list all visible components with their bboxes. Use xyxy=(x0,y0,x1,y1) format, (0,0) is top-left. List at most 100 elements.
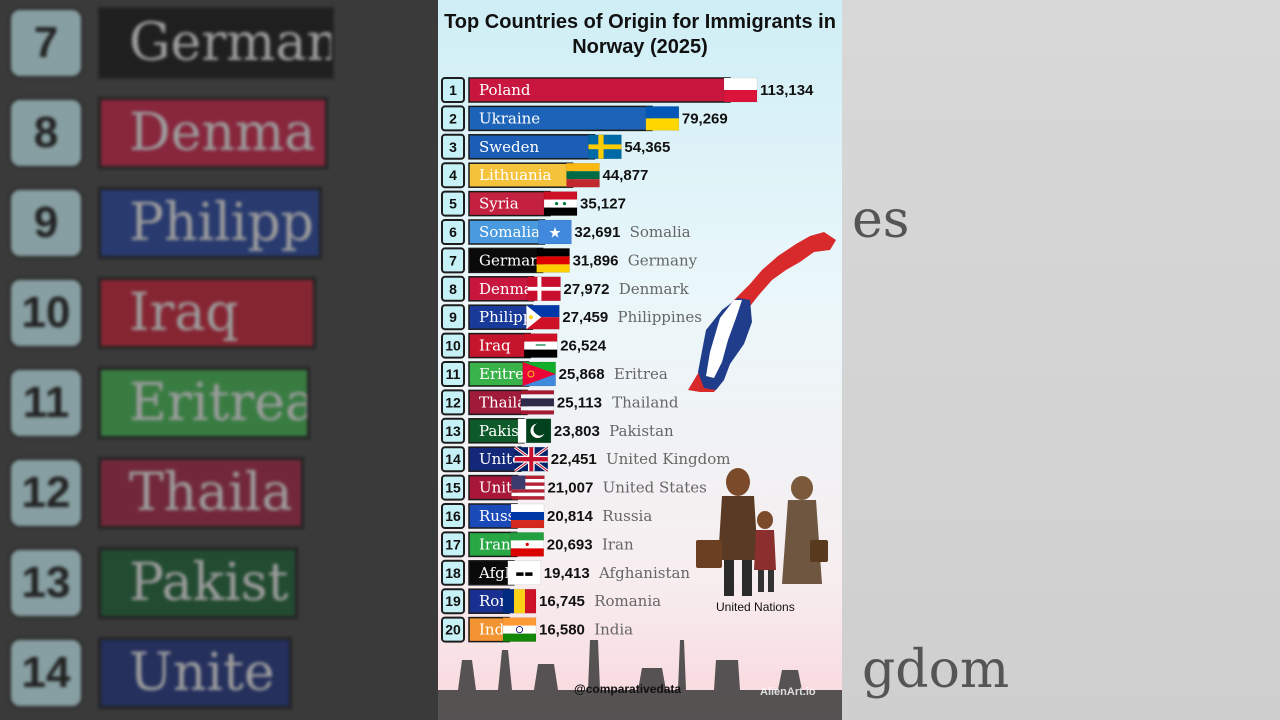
rank-badge: 16 xyxy=(441,503,465,529)
bar-row: 4 Lithuania xyxy=(441,162,600,189)
ghost-label: es xyxy=(852,190,910,250)
rank-number: 11 xyxy=(446,366,461,382)
value-label: 31,896 xyxy=(573,252,619,269)
bar xyxy=(468,247,544,274)
value-label: 32,691 xyxy=(574,224,620,241)
rank-number: 18 xyxy=(445,565,461,581)
bar-row: 12 Thaila xyxy=(441,389,555,416)
flag-pakistan-icon xyxy=(517,418,552,444)
flag-iran-icon xyxy=(510,532,544,557)
bar-row: 3 Sweden xyxy=(441,133,622,160)
rank-badge: 7 xyxy=(441,247,465,274)
value-label: 22,451 xyxy=(551,451,597,468)
bar-label: Ukraine xyxy=(479,109,540,127)
rank-badge: 11 xyxy=(441,361,465,387)
background-right: es gdom xyxy=(842,0,1280,720)
value-label: 26,524 xyxy=(560,338,607,355)
value-label: 79,269 xyxy=(682,110,728,127)
rank-number: 3 xyxy=(449,139,457,155)
country-name-label: Russia xyxy=(602,507,652,525)
rank-number: 19 xyxy=(445,593,461,609)
value-label: 35,127 xyxy=(580,196,626,213)
background-rank: 14 xyxy=(8,637,84,709)
flag-somalia-icon: ★ xyxy=(538,219,572,245)
country-name-label: Thailand xyxy=(612,393,679,411)
bar-label: Sweden xyxy=(479,138,539,156)
bar xyxy=(468,531,518,558)
flag-denmark-icon xyxy=(527,276,561,302)
country-name-label: Iran xyxy=(602,535,634,553)
bar-row: 16 Russi xyxy=(441,503,545,529)
country-name-label: Denmark xyxy=(619,280,690,298)
value-label: 16,580 xyxy=(539,622,585,639)
country-name-label: United States xyxy=(603,479,707,497)
bar-label: Iraq xyxy=(479,337,511,355)
bar xyxy=(468,418,525,444)
bar xyxy=(468,389,528,416)
background-bar: Eritrea xyxy=(98,367,310,439)
chart-title: Top Countries of Origin for Immigrants i… xyxy=(444,11,836,58)
background-row: 9 Philipp xyxy=(0,187,440,259)
value-label: 27,459 xyxy=(562,309,608,326)
bar-row: 18 Afgh ▬▬ xyxy=(441,559,542,586)
bar-label: Syria xyxy=(479,195,519,213)
watermark: AlienArt.io xyxy=(760,686,816,698)
flag-united-states-icon xyxy=(511,475,545,500)
flag-eritrea-icon xyxy=(522,361,556,387)
bar-row: 17 Iran xyxy=(441,531,544,558)
country-name-label: Germany xyxy=(628,251,698,269)
flag-syria-icon xyxy=(543,191,578,216)
value-label: 19,413 xyxy=(544,565,590,582)
country-name-label: Afghanistan xyxy=(598,564,690,582)
bar-row: 7 Germany xyxy=(441,247,570,274)
bar xyxy=(468,77,731,103)
bar-row: 20 Indi xyxy=(441,616,537,643)
rank-number: 10 xyxy=(445,338,461,354)
background-rank: 10 xyxy=(8,277,84,349)
channel-handle: @comparativedata xyxy=(574,682,682,696)
flag-india-icon xyxy=(502,617,537,642)
norway-map xyxy=(688,232,836,392)
bar-chart: 1 Poland 2 Ukraine 3 Sweden 4 Lithuania 5 Syria 6 S… xyxy=(438,77,842,720)
bar-label: Lithuania xyxy=(479,166,552,184)
bar xyxy=(468,361,530,387)
background-row: 11 Eritrea xyxy=(0,367,440,439)
background-row: 10 Iraq xyxy=(0,277,440,349)
bar-row: 19 Rom xyxy=(441,588,537,615)
bar xyxy=(468,105,653,132)
flag-ukraine-icon xyxy=(645,106,680,131)
background-bar: Germany xyxy=(98,7,334,79)
rank-number: 15 xyxy=(445,480,461,496)
bar xyxy=(468,588,510,614)
value-label: 27,972 xyxy=(564,281,610,298)
value-label: 20,814 xyxy=(547,508,594,525)
rank-badge: 8 xyxy=(441,275,465,302)
rank-badge: 19 xyxy=(441,588,465,615)
family-illustration xyxy=(696,468,828,596)
country-name-label: India xyxy=(594,621,633,639)
bar xyxy=(468,332,531,359)
country-name-label: Philippines xyxy=(618,308,702,326)
rank-number: 9 xyxy=(449,309,457,325)
background-rank: 9 xyxy=(8,187,84,259)
value-label: 54,365 xyxy=(624,139,670,156)
background-bar: Iraq xyxy=(98,277,316,349)
country-name-label: Eritrea xyxy=(614,365,668,383)
bars-layer: 1 Poland 2 Ukraine 3 Sweden 4 Lithuania 5 Syria 6 S… xyxy=(441,77,758,643)
bar-row: 15 Unite xyxy=(441,474,545,501)
rank-number: 2 xyxy=(449,110,457,126)
source-credit: United Nations xyxy=(716,600,795,614)
flag-lithuania-icon xyxy=(566,162,600,188)
country-name-label: Somalia xyxy=(630,223,691,241)
bar-row: 8 Denma xyxy=(441,275,561,302)
rank-badge: 6 xyxy=(441,219,465,245)
bar-label: Pakist xyxy=(479,422,525,440)
bar-label: Unite xyxy=(479,450,521,468)
flag-russia-icon xyxy=(510,503,545,529)
bar-row: 11 Eritrea xyxy=(441,361,556,387)
bar-label: Poland xyxy=(479,81,531,99)
svg-text:▬▬: ▬▬ xyxy=(515,568,533,579)
bar-row: 13 Pakist xyxy=(441,417,552,444)
rank-number: 14 xyxy=(445,451,461,467)
